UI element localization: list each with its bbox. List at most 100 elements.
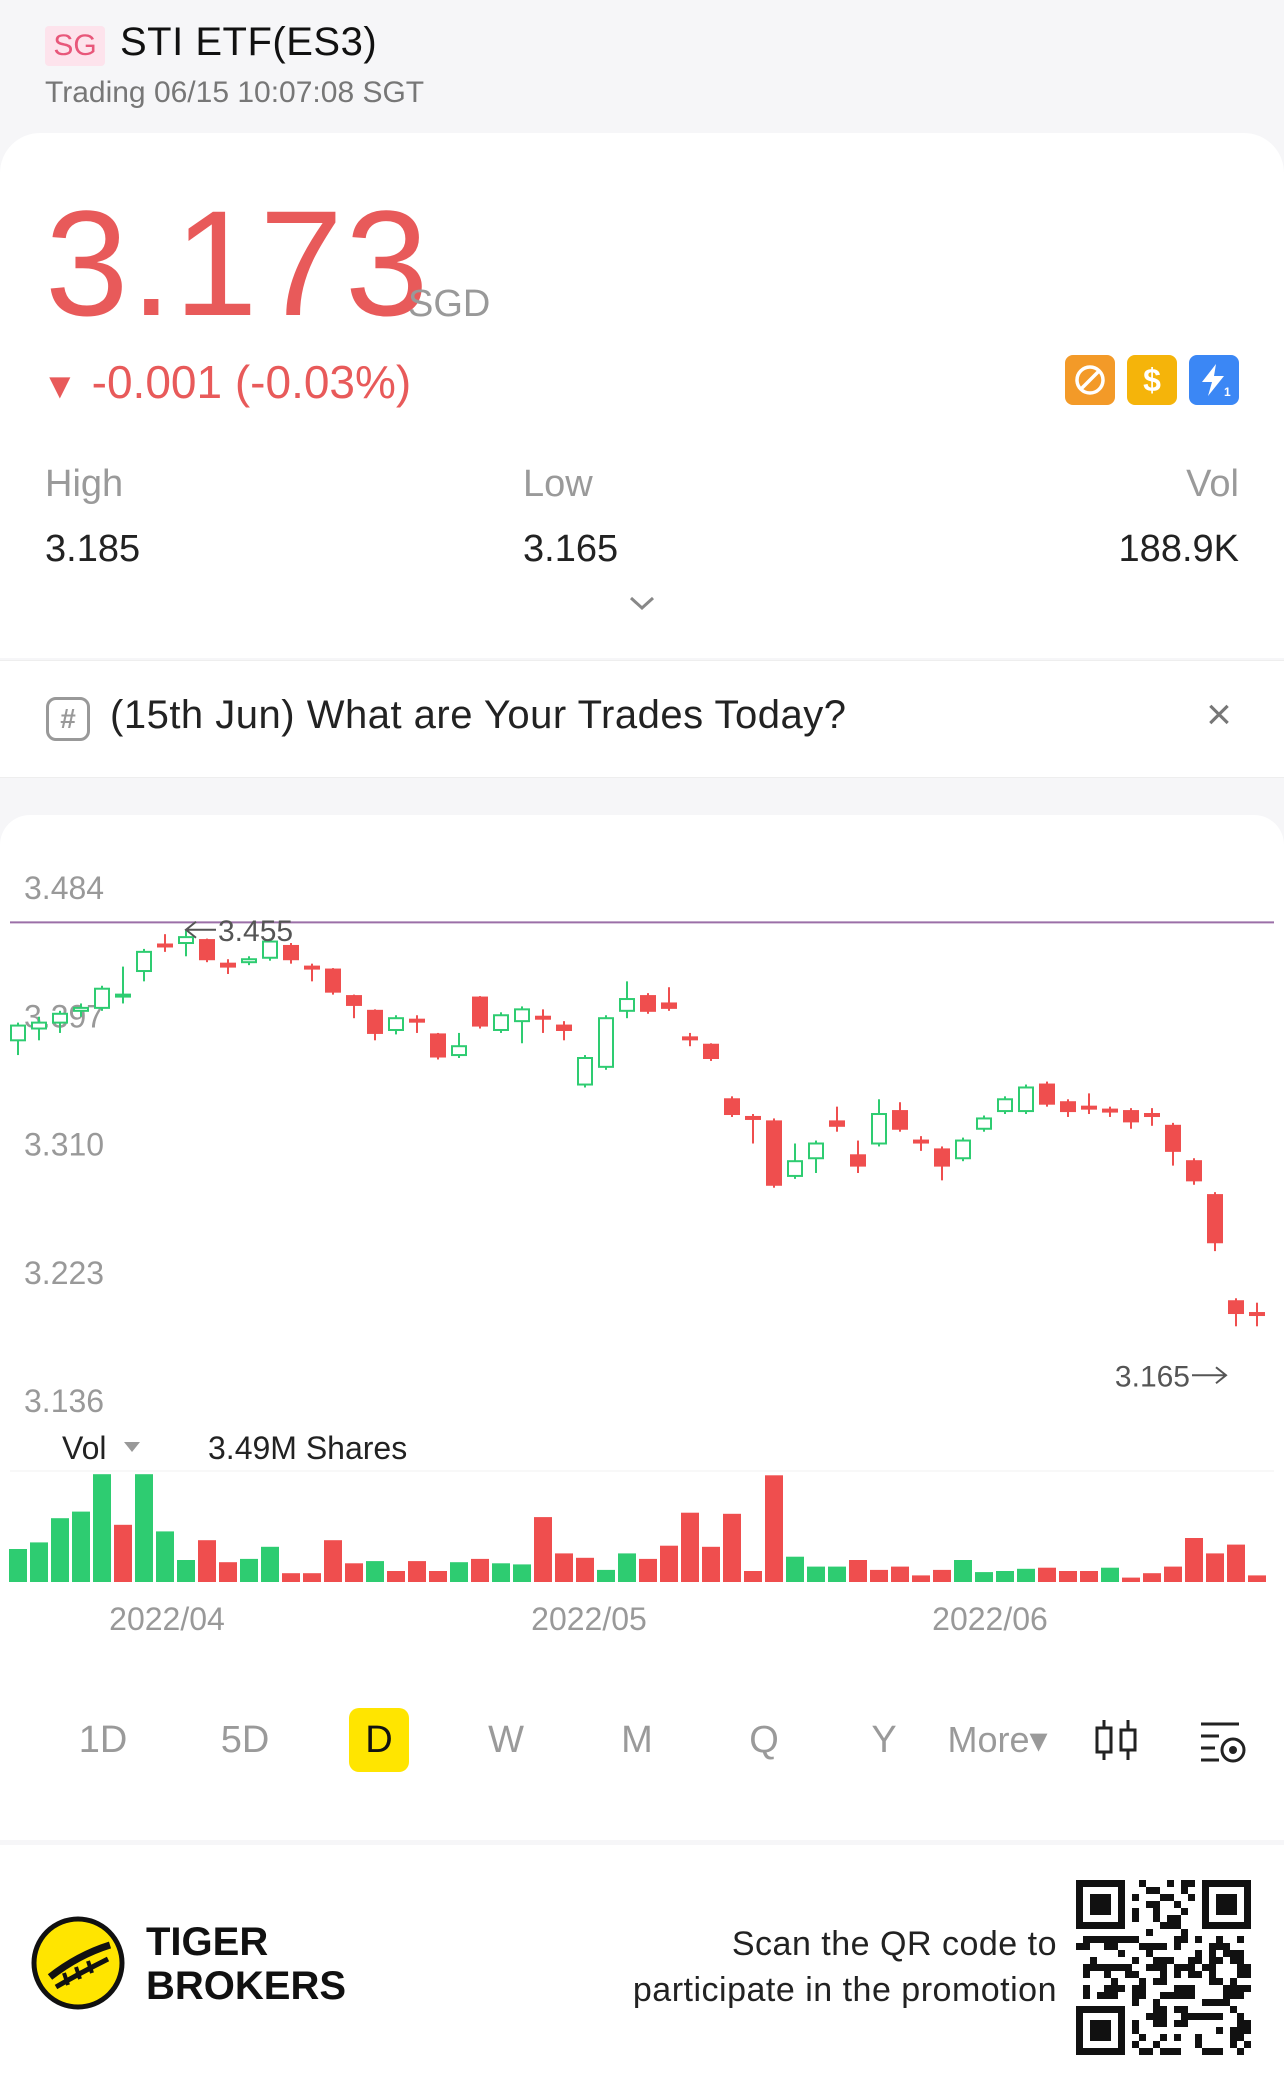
tab-more[interactable]: More▾ xyxy=(947,1719,1048,1760)
candle xyxy=(220,959,236,974)
candle xyxy=(1102,1106,1118,1117)
candle-body xyxy=(913,1139,929,1144)
volume-bar xyxy=(429,1571,447,1582)
lightning-level1-icon[interactable]: 1 xyxy=(1189,355,1239,405)
candle-body xyxy=(493,1014,509,1031)
candle xyxy=(430,1032,446,1060)
volume-bar xyxy=(1143,1573,1161,1582)
close-icon[interactable]: × xyxy=(1206,690,1232,739)
candle xyxy=(1186,1158,1202,1185)
vol-label: Vol xyxy=(1186,463,1239,505)
volume-bar xyxy=(450,1562,468,1582)
volume-total: 3.49M Shares xyxy=(208,1430,407,1466)
volume-bar xyxy=(1206,1553,1224,1582)
volume-bar xyxy=(345,1563,363,1582)
candle xyxy=(241,956,257,966)
qr-code-icon xyxy=(1076,1880,1251,2055)
volume-bar xyxy=(492,1563,510,1582)
topic-text[interactable]: (15th Jun) What are Your Trades Today? xyxy=(110,693,847,737)
candle-body xyxy=(157,943,173,948)
candle-body xyxy=(73,1006,89,1012)
volume-bar xyxy=(513,1564,531,1582)
candle xyxy=(535,1009,551,1033)
candle-body xyxy=(31,1021,47,1030)
candle xyxy=(304,963,320,982)
candle xyxy=(745,1114,761,1144)
dollar-icon[interactable]: $ xyxy=(1127,355,1177,405)
candle-body xyxy=(115,993,131,998)
volume-bar xyxy=(9,1549,27,1582)
x-tick-label: 2022/06 xyxy=(932,1601,1048,1637)
candle-body xyxy=(136,950,152,973)
candle xyxy=(136,948,152,982)
candle xyxy=(73,1003,89,1017)
candle xyxy=(472,996,488,1029)
candle-body xyxy=(787,1160,803,1177)
volume-bar xyxy=(618,1553,636,1582)
candle-body xyxy=(556,1024,572,1031)
chevron-down-icon[interactable] xyxy=(627,588,657,618)
candle-body xyxy=(325,968,341,993)
indicator-settings-icon[interactable] xyxy=(1195,1712,1251,1768)
candle xyxy=(1207,1192,1223,1252)
candle xyxy=(409,1015,425,1033)
candle xyxy=(346,994,362,1019)
volume-bar xyxy=(366,1561,384,1582)
candle-body xyxy=(661,1002,677,1009)
hashtag-icon: # xyxy=(46,697,90,741)
candle xyxy=(325,968,341,995)
candle-body xyxy=(10,1024,26,1042)
volume-bar xyxy=(1101,1567,1119,1582)
candle xyxy=(115,966,131,1004)
tab-d[interactable]: D xyxy=(349,1708,409,1772)
volume-bar xyxy=(72,1511,90,1582)
candle xyxy=(955,1137,971,1162)
volume-bar xyxy=(534,1517,552,1582)
tab-5d[interactable]: 5D xyxy=(220,1719,270,1761)
volume-bar xyxy=(471,1558,489,1582)
volume-bar xyxy=(996,1571,1014,1582)
volume-bar xyxy=(576,1557,594,1582)
candle-body xyxy=(199,939,215,961)
candlestick-settings-icon[interactable] xyxy=(1088,1712,1144,1768)
candle xyxy=(703,1043,719,1061)
topic-banner[interactable]: # (15th Jun) What are Your Trades Today?… xyxy=(0,660,1284,778)
volume-bar xyxy=(1185,1538,1203,1582)
low-marker-label: 3.165 xyxy=(1115,1360,1190,1393)
high-label: High xyxy=(45,463,124,505)
candle xyxy=(787,1143,803,1179)
period-tabs: 1D 5D D W M Q Y More▾ xyxy=(0,1690,1284,1790)
candle-body xyxy=(1249,1312,1265,1317)
candle xyxy=(52,1010,68,1033)
candle xyxy=(682,1032,698,1047)
candle xyxy=(1249,1302,1265,1327)
volume-bar xyxy=(975,1572,993,1582)
candle xyxy=(451,1032,467,1058)
candle xyxy=(556,1021,572,1041)
y-tick-label: 3.223 xyxy=(24,1255,104,1291)
candle xyxy=(514,1006,530,1044)
volume-bar xyxy=(1122,1577,1140,1582)
candle xyxy=(262,938,278,961)
volume-bar xyxy=(681,1512,699,1582)
tab-y[interactable]: Y xyxy=(871,1719,897,1761)
volume-bar xyxy=(1080,1571,1098,1582)
candle-body xyxy=(997,1098,1013,1113)
market-badge: SG xyxy=(45,26,105,66)
tab-w[interactable]: W xyxy=(488,1719,524,1761)
x-tick-label: 2022/04 xyxy=(109,1601,225,1637)
tab-m[interactable]: M xyxy=(621,1719,653,1761)
candle-body xyxy=(451,1045,467,1057)
candle-body xyxy=(871,1113,887,1145)
candle xyxy=(808,1140,824,1173)
candle-body xyxy=(409,1018,425,1023)
volume-bar xyxy=(891,1566,909,1582)
candle xyxy=(871,1099,887,1147)
candle xyxy=(157,934,173,952)
candle-body xyxy=(892,1110,908,1130)
tab-1d[interactable]: 1D xyxy=(78,1719,128,1761)
no-short-icon[interactable] xyxy=(1065,355,1115,405)
tab-q[interactable]: Q xyxy=(749,1719,779,1761)
